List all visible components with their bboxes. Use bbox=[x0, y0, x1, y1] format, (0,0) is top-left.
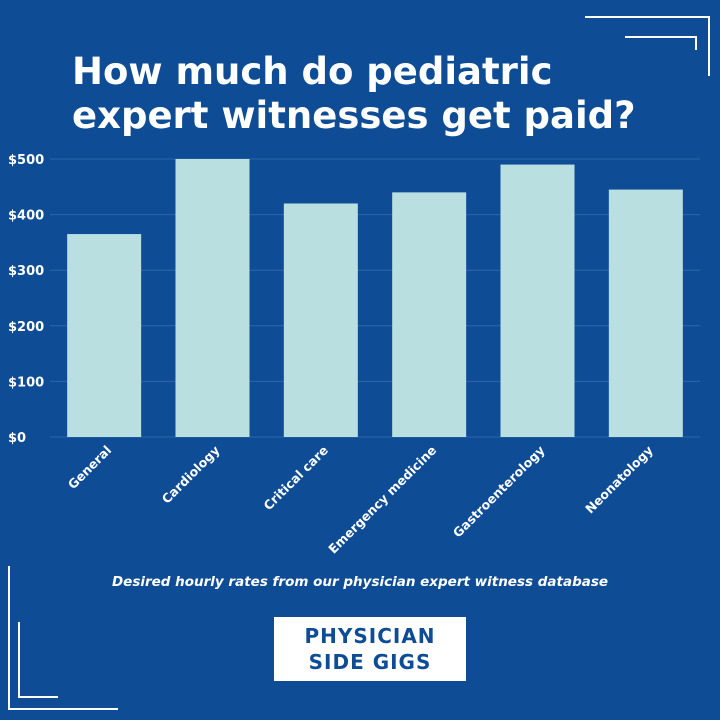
chart-title-line2: expert witnesses get paid? bbox=[72, 94, 636, 137]
logo-line1: PHYSICIAN bbox=[304, 624, 436, 648]
y-tick-label: $300 bbox=[8, 264, 44, 279]
top-right-frame-line bbox=[708, 16, 710, 76]
y-tick-label: $0 bbox=[8, 431, 26, 446]
logo-line2: SIDE GIGS bbox=[308, 650, 432, 674]
x-tick-label: Cardiology bbox=[159, 443, 223, 507]
bar bbox=[392, 192, 467, 437]
bar bbox=[175, 159, 250, 437]
bottom-left-frame-line bbox=[18, 622, 20, 698]
bottom-left-frame-line bbox=[8, 708, 118, 710]
y-tick-label: $400 bbox=[8, 209, 44, 224]
y-tick-label: $500 bbox=[8, 153, 44, 168]
bottom-left-frame-line bbox=[8, 566, 10, 710]
top-right-frame-line bbox=[695, 36, 697, 50]
top-right-frame-line bbox=[625, 36, 697, 38]
x-tick-label: Gastroenterology bbox=[450, 443, 548, 541]
x-tick-label: General bbox=[65, 443, 114, 492]
bar bbox=[283, 203, 358, 437]
physician-side-gigs-logo: PHYSICIAN SIDE GIGS bbox=[274, 617, 466, 681]
bar-chart: $0 $100 $200 $300 $400 $500 General Cardiology C… bbox=[8, 153, 700, 557]
y-tick-label: $100 bbox=[8, 375, 44, 390]
chart-caption: Desired hourly rates from our physician … bbox=[111, 574, 609, 590]
bar bbox=[608, 189, 683, 437]
bottom-left-frame-line bbox=[18, 696, 58, 698]
bar bbox=[500, 164, 575, 437]
bar bbox=[67, 234, 142, 437]
chart-title: How much do pediatric expert witnesses g… bbox=[72, 50, 672, 138]
chart-title-line1: How much do pediatric bbox=[72, 50, 553, 93]
y-tick-label: $200 bbox=[8, 320, 44, 335]
x-tick-label: Neonatology bbox=[582, 443, 656, 517]
x-tick-label: Critical care bbox=[260, 443, 331, 514]
x-tick-label: Emergency medicine bbox=[325, 443, 439, 557]
top-right-frame-line bbox=[585, 16, 710, 18]
